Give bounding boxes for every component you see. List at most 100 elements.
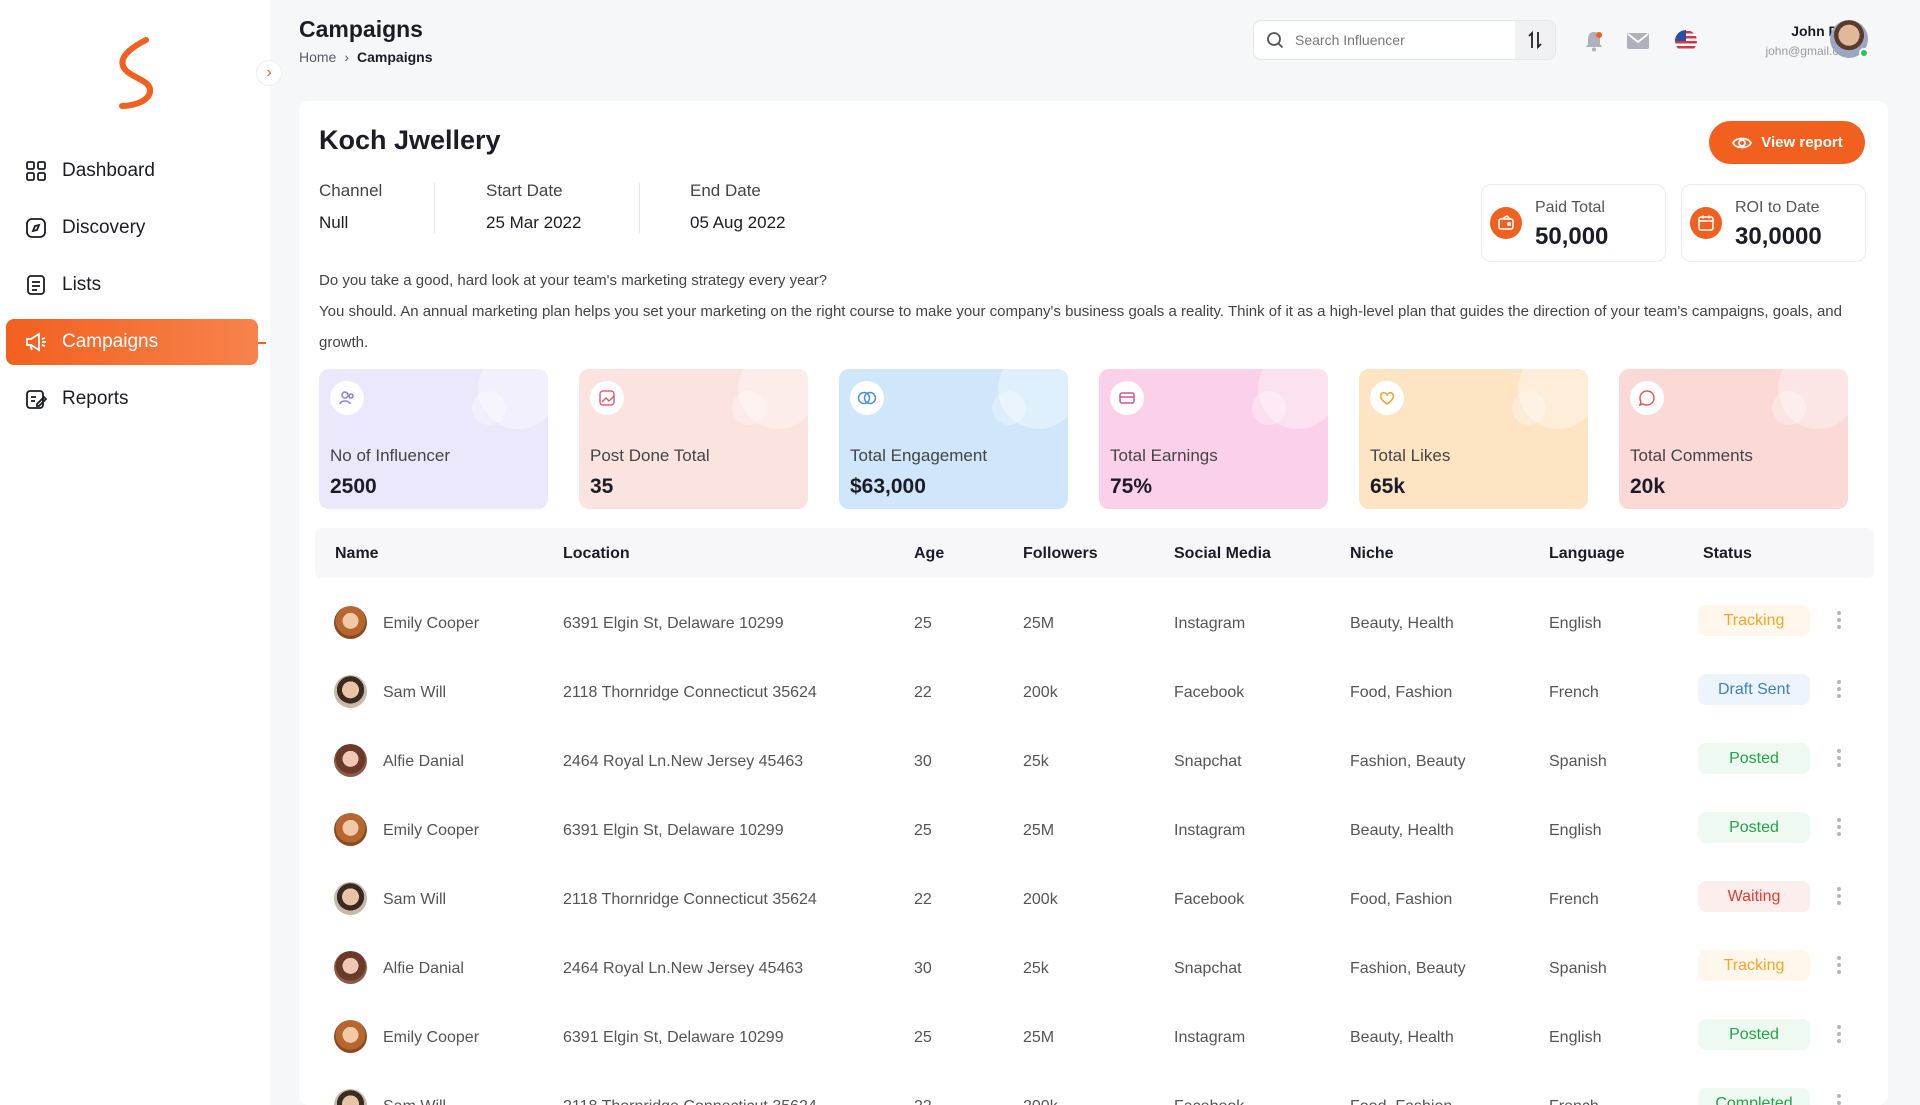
cell-niche: Beauty, Health [1350, 1029, 1454, 1046]
cell-niche: Fashion, Beauty [1350, 753, 1466, 770]
table-row[interactable]: Alfie Danial 2464 Royal Ln.New Jersey 454… [315, 936, 1874, 1005]
row-more-icon[interactable] [1834, 883, 1844, 909]
sidebar-item-label: Reports [62, 388, 129, 409]
status-badge: Draft Sent [1698, 674, 1810, 705]
sidebar-item-discovery[interactable]: Discovery [6, 205, 258, 251]
cell-social: Facebook [1174, 684, 1245, 701]
cell-name[interactable]: Emily Cooper [383, 1029, 480, 1046]
sidebar-item-reports[interactable]: Reports [6, 376, 258, 422]
stat-label: Total Likes [1370, 446, 1451, 465]
compass-icon [24, 216, 48, 240]
cell-followers: 25k [1023, 753, 1049, 770]
influencer-avatar [334, 606, 367, 639]
status-badge: Posted [1698, 812, 1810, 843]
column-header-language[interactable]: Language [1549, 545, 1625, 562]
column-header-name[interactable]: Name [335, 545, 379, 562]
sidebar-item-label: Campaigns [62, 331, 159, 352]
cell-name[interactable]: Emily Cooper [383, 615, 480, 632]
stat-card-earnings: Total Earnings 75% [1099, 369, 1328, 509]
meta-start-date: Start Date 25 Mar 2022 [486, 181, 581, 233]
sort-arrows-icon [1528, 30, 1542, 50]
megaphone-icon [24, 330, 48, 354]
column-header-location[interactable]: Location [563, 545, 630, 562]
sort-button[interactable] [1515, 21, 1555, 59]
cell-name[interactable]: Sam Will [383, 891, 447, 908]
column-header-social-media[interactable]: Social Media [1174, 545, 1271, 562]
view-report-label: View report [1761, 134, 1843, 151]
collapse-sidebar-button[interactable]: › [256, 60, 282, 86]
column-header-followers[interactable]: Followers [1023, 545, 1098, 562]
cell-niche: Fashion, Beauty [1350, 960, 1466, 977]
cell-name[interactable]: Sam Will [383, 684, 447, 701]
kebab-dot [1837, 956, 1841, 960]
table-row[interactable]: Alfie Danial 2464 Royal Ln.New Jersey 454… [315, 729, 1874, 798]
campaign-name: Koch Jwellery [319, 125, 501, 155]
cell-social: Snapchat [1174, 753, 1242, 770]
cell-age: 25 [914, 615, 932, 632]
cell-name[interactable]: Emily Cooper [383, 822, 480, 839]
column-header-age[interactable]: Age [914, 545, 945, 562]
cell-niche: Beauty, Health [1350, 822, 1454, 839]
sidebar-item-label: Lists [62, 274, 102, 295]
table-row[interactable]: Sam Will 2118 Thornridge Connecticut 3562… [315, 1074, 1874, 1105]
cell-niche: Beauty, Health [1350, 615, 1454, 632]
kebab-dot [1837, 749, 1841, 753]
table-row[interactable]: Sam Will 2118 Thornridge Connecticut 3562… [315, 660, 1874, 729]
stat-value: 65k [1370, 475, 1406, 498]
table-row[interactable]: Emily Cooper 6391 Elgin St, Delaware 1029… [315, 798, 1874, 867]
us-flag-icon[interactable] [1673, 29, 1699, 53]
stat-card-engagement: Total Engagement $63,000 [839, 369, 1068, 509]
sidebar-item-label: Dashboard [62, 160, 155, 181]
cell-followers: 25k [1023, 960, 1049, 977]
table-row[interactable]: Emily Cooper 6391 Elgin St, Delaware 1029… [315, 591, 1874, 660]
stat-card-comments: Total Comments 20k [1619, 369, 1848, 509]
row-more-icon[interactable] [1834, 676, 1844, 702]
row-more-icon[interactable] [1834, 952, 1844, 978]
bell-icon[interactable] [1581, 29, 1607, 53]
kebab-dot [1837, 687, 1841, 691]
cell-social: Facebook [1174, 1098, 1244, 1105]
kpi-paid-total: Paid Total 50,000 [1481, 184, 1666, 262]
sidebar-item-lists[interactable]: Lists [6, 262, 258, 308]
cell-language: English [1549, 1029, 1602, 1046]
campaign-description: Do you take a good, hard look at your te… [319, 265, 1849, 358]
breadcrumb-home-link[interactable]: Home [299, 49, 337, 65]
sidebar-item-campaigns[interactable]: Campaigns [6, 319, 266, 365]
cell-niche: Food, Fashion [1350, 1098, 1452, 1105]
cell-location: 2118 Thornridge Connecticut 35624 [563, 891, 817, 908]
cell-name[interactable]: Sam Will [383, 1098, 446, 1105]
stat-value: $63,000 [850, 475, 926, 498]
cell-social: Instagram [1174, 615, 1246, 632]
kebab-dot [1837, 963, 1841, 967]
status-badge: Posted [1698, 743, 1810, 774]
column-header-status[interactable]: Status [1703, 545, 1752, 562]
cell-name[interactable]: Alfie Danial [383, 753, 464, 770]
stat-label: Total Comments [1630, 446, 1753, 465]
sidebar-item-dashboard[interactable]: Dashboard [6, 148, 258, 194]
search-input[interactable]: Search Influencer [1295, 32, 1405, 48]
cell-language: French [1549, 1098, 1599, 1105]
decor-bubble [992, 391, 1026, 425]
influencer-avatar [334, 744, 367, 777]
stat-card-posts: Post Done Total 35 [579, 369, 808, 509]
table-row[interactable]: Sam Will 2118 Thornridge Connecticut 3562… [315, 867, 1874, 936]
user-avatar[interactable] [1830, 20, 1869, 58]
row-more-icon[interactable] [1834, 1090, 1844, 1105]
cell-location: 2118 Thornridge Connecticut 35624 [563, 684, 817, 701]
row-more-icon[interactable] [1834, 1021, 1844, 1047]
row-more-icon[interactable] [1834, 814, 1844, 840]
kebab-dot [1837, 1101, 1841, 1105]
view-report-button[interactable]: View report [1709, 121, 1865, 164]
search-box[interactable]: Search Influencer [1253, 20, 1556, 60]
table-row[interactable]: Emily Cooper 6391 Elgin St, Delaware 1029… [315, 1005, 1874, 1074]
cell-niche: Food, Fashion [1350, 891, 1453, 908]
influencer-avatar [334, 882, 367, 915]
kpi-value: 50,000 [1535, 223, 1609, 250]
column-header-niche[interactable]: Niche [1350, 545, 1394, 562]
cell-name[interactable]: Alfie Danial [383, 960, 464, 977]
row-more-icon[interactable] [1834, 607, 1844, 633]
row-more-icon[interactable] [1834, 745, 1844, 771]
brand-logo[interactable] [112, 36, 158, 110]
mail-icon[interactable] [1625, 29, 1651, 53]
list-doc-icon [24, 273, 48, 297]
